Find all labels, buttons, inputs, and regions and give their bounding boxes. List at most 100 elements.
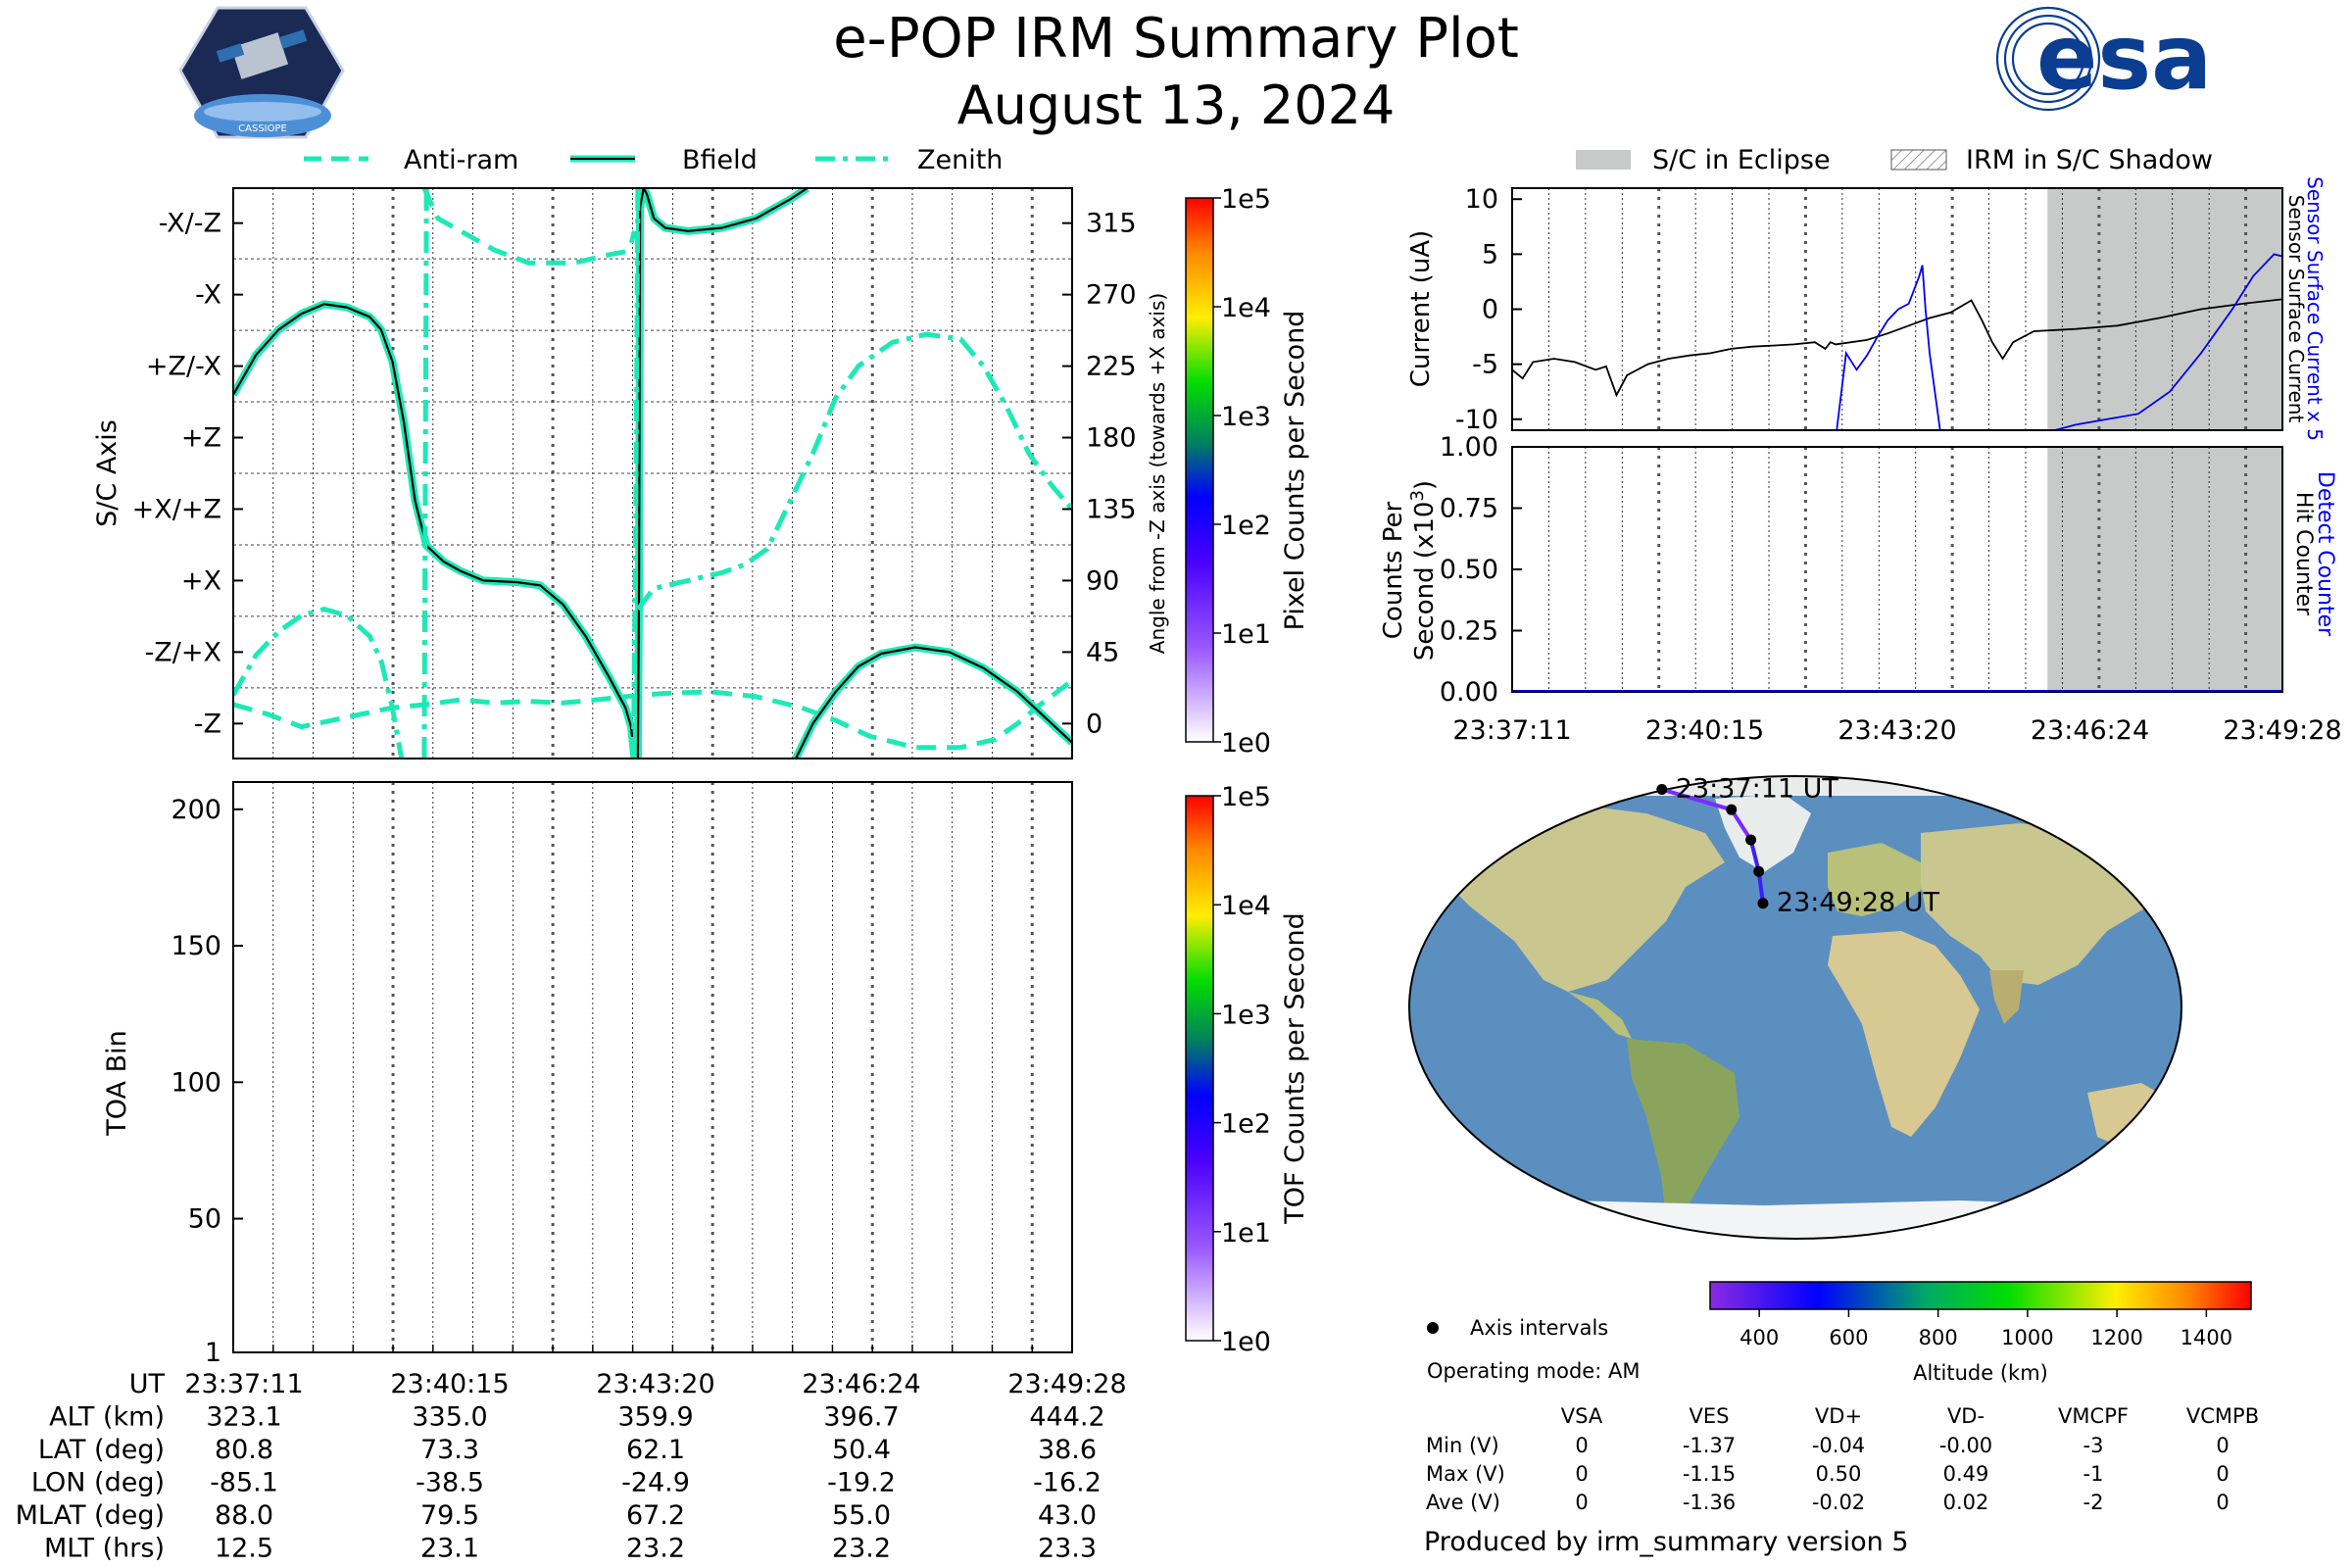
voltage-table-header: VSA <box>1561 1404 1603 1428</box>
legend-eclipse: S/C in Eclipse <box>1652 145 1831 175</box>
cassiope-logo: CASSIOPE <box>178 6 345 139</box>
altitude-colorbar-tick-label: 600 <box>1829 1326 1868 1349</box>
landmass-africa <box>1828 931 1980 1137</box>
axis-interval-point <box>1745 834 1757 846</box>
voltage-table-cell: -3 <box>2083 1434 2104 1457</box>
legend-zenith: Zenith <box>917 145 1003 175</box>
attitude-y2label: Angle from -Z axis (towards +X axis) <box>1146 293 1169 654</box>
orbit-table-cell: 444.2 <box>1029 1402 1104 1433</box>
altitude-colorbar-tick-label: 800 <box>1919 1326 1958 1349</box>
zenith-line <box>421 188 429 759</box>
svg-text:esa: esa <box>2036 5 2212 110</box>
orbit-table: UT 23:37:11 23:40:15 23:43:20 23:46:24 23:49:… <box>16 1369 1127 1564</box>
current-panel: 10 5 0 -5 -10 Current (uA) Sensor Surface Cu… <box>1406 176 2327 441</box>
attitude-ytick-label: -Z/+X <box>145 637 221 667</box>
orbit-table-cell: -16.2 <box>1033 1468 1102 1498</box>
voltage-table-cell: 0 <box>2216 1434 2229 1457</box>
attitude-ytick-label: -Z <box>194 709 221 739</box>
current-ytick-label: 10 <box>1465 184 1498 215</box>
voltage-table-cell: 0 <box>1575 1491 1588 1514</box>
toa-colorbar-tick-label: 1e3 <box>1221 1000 1271 1030</box>
anti-ram-line <box>421 188 637 266</box>
counts-xtick-label: 23:46:24 <box>2031 715 2149 746</box>
toa-colorbar-tick-label: 1e5 <box>1221 782 1271 812</box>
counts-y2label-blue: Detect Counter <box>2313 471 2337 637</box>
orbit-table-row-label: UT <box>129 1369 166 1399</box>
axis-intervals-label: Axis intervals <box>1470 1316 1608 1340</box>
attitude-colorbar: 1e5 1e4 1e3 1e2 1e1 1e0 Pixel Counts per Seco… <box>1185 184 1310 759</box>
eclipse-legend: S/C in Eclipse IRM in S/C Shadow <box>1576 145 2213 175</box>
altitude-colorbar: 400 600 800 1000 1200 1400 Altitude (km) <box>1709 1281 2252 1385</box>
orbit-table-cell: 396.7 <box>823 1402 899 1433</box>
voltage-table-cell: -0.02 <box>1812 1491 1865 1514</box>
counts-ytick-label: 0.25 <box>1440 616 1498 647</box>
attitude-colorbar-tick-label: 1e3 <box>1221 402 1271 432</box>
operating-mode: Operating mode: AM <box>1427 1359 1640 1383</box>
legend-shadow: IRM in S/C Shadow <box>1966 145 2213 175</box>
anti-ram-line <box>233 678 1072 751</box>
orbit-table-cell: 23.3 <box>1038 1534 1097 1564</box>
counts-ytick-label: 0.75 <box>1440 494 1498 524</box>
bfield-line <box>639 188 808 232</box>
map-start-label: 23:37:11 UT <box>1676 774 1839 805</box>
altitude-colorbar-tick-label: 1400 <box>2180 1326 2232 1349</box>
counts-ytick-label: 0.50 <box>1440 555 1498 585</box>
attitude-y2tick-label: 0 <box>1086 709 1102 739</box>
orbit-table-cell: 80.8 <box>215 1435 273 1465</box>
altitude-colorbar-tick-label: 1200 <box>2090 1326 2142 1349</box>
attitude-ytick-label: +X <box>181 565 221 596</box>
voltage-table-cell: -0.04 <box>1812 1434 1865 1457</box>
produced-by: Produced by irm_summary version 5 <box>1424 1527 1909 1557</box>
toa-colorbar-tick-label: 1e0 <box>1221 1327 1271 1357</box>
attitude-ytick-label: +Z <box>181 423 221 454</box>
current-ytick-label: -5 <box>1472 350 1498 380</box>
voltage-table-cell: -0.00 <box>1939 1434 1992 1457</box>
orbit-table-cell: 23.1 <box>420 1534 479 1564</box>
toa-colorbar-tick-label: 1e2 <box>1221 1109 1271 1140</box>
figure-date: August 13, 2024 <box>957 74 1396 136</box>
orbit-table-row-label: MLAT (deg) <box>16 1500 165 1531</box>
current-ylabel: Current (uA) <box>1406 230 1436 387</box>
axis-interval-point <box>1726 804 1738 815</box>
orbit-table-cell: -85.1 <box>210 1468 278 1498</box>
voltage-table-header: VES <box>1690 1404 1730 1428</box>
counts-xtick-label: 23:40:15 <box>1645 715 1764 746</box>
landmass-greenland <box>1715 794 1811 872</box>
orbit-table-cell: 23:40:15 <box>390 1369 509 1399</box>
axis-interval-point <box>1753 865 1765 877</box>
orbit-table-cell: 23:49:28 <box>1007 1369 1126 1399</box>
current-ytick-label: 0 <box>1482 295 1498 325</box>
altitude-colorbar-label: Altitude (km) <box>1913 1361 2048 1385</box>
legend-anti-ram: Anti-ram <box>404 145 518 175</box>
figure-title: e-POP IRM Summary Plot <box>833 7 1519 71</box>
orbit-table-row-label: MLT (hrs) <box>44 1534 165 1564</box>
orbit-table-cell: 23:37:11 <box>184 1369 303 1399</box>
toa-ylabel: TOA Bin <box>102 1030 132 1136</box>
toa-ytick-label: 50 <box>188 1204 221 1235</box>
voltage-table-header: VD- <box>1947 1404 1984 1428</box>
toa-ytick-label: 200 <box>171 795 221 825</box>
axis-interval-point <box>1757 898 1769 909</box>
orbit-table-cell: 62.1 <box>626 1435 685 1465</box>
current-ytick-label: 5 <box>1482 239 1498 270</box>
orbit-table-cell: 50.4 <box>832 1435 891 1465</box>
voltage-table-cell: 0.50 <box>1816 1462 1862 1486</box>
zenith-line <box>635 331 1072 612</box>
attitude-ytick-label: +X/+Z <box>132 494 221 524</box>
orbit-table-cell: 23.2 <box>832 1534 891 1564</box>
toa-colorbar-tick-label: 1e1 <box>1221 1218 1271 1249</box>
bfield-line-halo <box>636 188 809 235</box>
voltage-table-cell: -1.37 <box>1683 1434 1736 1457</box>
orbit-table-row-label: LAT (deg) <box>38 1435 165 1465</box>
attitude-colorbar-tick-label: 1e5 <box>1221 184 1271 215</box>
counts-y2label-black: Hit Counter <box>2291 492 2316 616</box>
counts-xtick-label: 23:43:20 <box>1838 715 1956 746</box>
voltage-table-cell: 0.49 <box>1943 1462 1989 1486</box>
legend-bfield: Bfield <box>682 145 758 175</box>
bfield-line <box>233 303 636 759</box>
orbit-table-cell: 23.2 <box>626 1534 685 1564</box>
orbit-table-cell: 88.0 <box>215 1500 273 1531</box>
svg-text:CASSIOPE: CASSIOPE <box>238 123 287 134</box>
voltage-table-cell: 0.02 <box>1943 1491 1989 1514</box>
orbit-table-cell: 55.0 <box>832 1500 891 1531</box>
